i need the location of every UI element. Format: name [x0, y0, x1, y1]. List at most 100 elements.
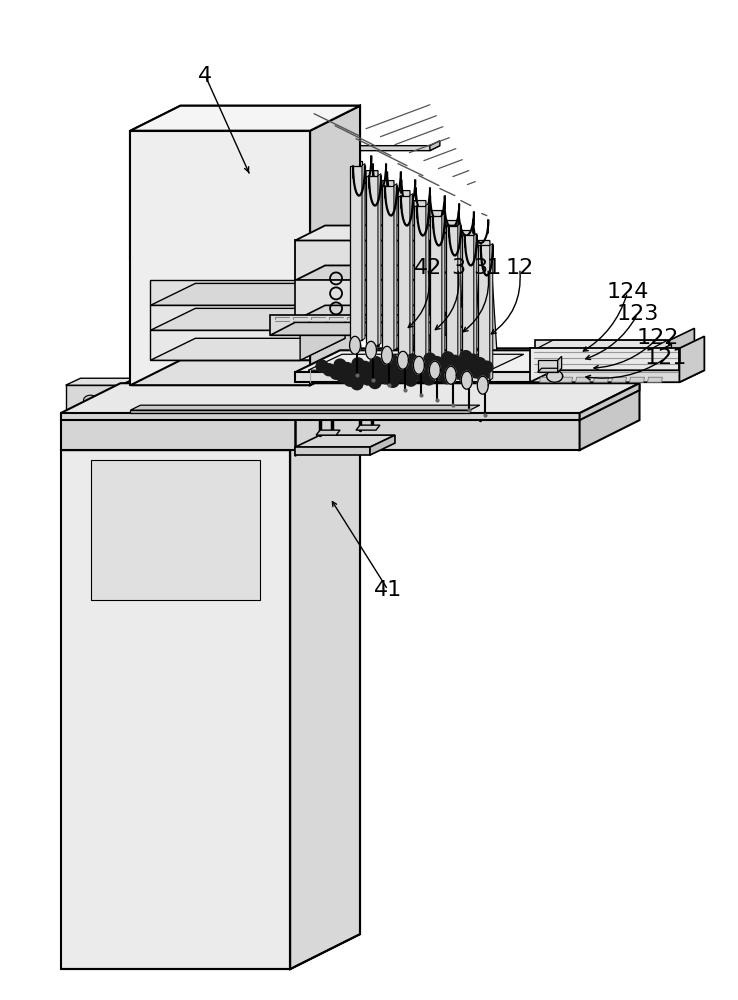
Polygon shape	[630, 377, 644, 382]
Circle shape	[441, 366, 453, 379]
Circle shape	[365, 372, 377, 385]
Polygon shape	[438, 399, 441, 403]
Polygon shape	[593, 376, 607, 380]
Circle shape	[431, 357, 443, 369]
Circle shape	[384, 371, 396, 384]
Circle shape	[409, 366, 421, 378]
Polygon shape	[539, 377, 555, 382]
Polygon shape	[398, 351, 408, 369]
Circle shape	[434, 368, 446, 380]
Polygon shape	[131, 131, 310, 260]
Circle shape	[474, 358, 486, 370]
Polygon shape	[417, 360, 427, 376]
Circle shape	[340, 360, 354, 373]
Polygon shape	[131, 360, 360, 385]
Polygon shape	[270, 322, 470, 335]
Polygon shape	[120, 378, 136, 415]
Circle shape	[460, 351, 472, 363]
Circle shape	[314, 358, 327, 371]
Polygon shape	[410, 194, 413, 355]
Polygon shape	[458, 224, 461, 370]
Circle shape	[467, 354, 479, 366]
Polygon shape	[453, 386, 459, 404]
Circle shape	[373, 376, 385, 389]
Circle shape	[452, 367, 463, 379]
Text: 42: 42	[414, 258, 442, 278]
Polygon shape	[466, 375, 476, 391]
Circle shape	[373, 368, 385, 380]
Polygon shape	[115, 407, 460, 412]
Circle shape	[348, 366, 360, 378]
Polygon shape	[446, 226, 458, 370]
Polygon shape	[371, 379, 376, 383]
Polygon shape	[612, 377, 627, 382]
Circle shape	[362, 373, 374, 385]
Text: 41: 41	[374, 580, 402, 600]
Circle shape	[369, 377, 381, 389]
Circle shape	[445, 364, 457, 376]
Polygon shape	[576, 377, 590, 382]
Polygon shape	[350, 166, 362, 340]
Text: 31: 31	[474, 258, 502, 278]
Text: 121: 121	[644, 348, 686, 368]
Polygon shape	[83, 395, 97, 405]
Circle shape	[330, 367, 342, 379]
Circle shape	[402, 369, 415, 382]
Polygon shape	[539, 370, 640, 376]
Circle shape	[470, 359, 483, 372]
Polygon shape	[610, 376, 624, 380]
Polygon shape	[535, 368, 694, 380]
Polygon shape	[579, 385, 640, 450]
Polygon shape	[295, 305, 460, 320]
Circle shape	[398, 356, 410, 369]
Text: 123: 123	[616, 304, 659, 324]
Circle shape	[452, 361, 464, 374]
Polygon shape	[647, 344, 672, 364]
Circle shape	[333, 356, 345, 369]
Polygon shape	[131, 260, 310, 320]
Polygon shape	[445, 302, 470, 335]
Polygon shape	[388, 384, 392, 388]
Polygon shape	[131, 106, 360, 131]
Polygon shape	[430, 265, 460, 320]
Polygon shape	[627, 376, 641, 380]
Circle shape	[466, 346, 478, 359]
Polygon shape	[290, 415, 360, 969]
Polygon shape	[131, 405, 480, 410]
Polygon shape	[535, 340, 669, 380]
Circle shape	[438, 360, 450, 372]
Polygon shape	[430, 211, 448, 371]
Polygon shape	[647, 377, 663, 382]
Circle shape	[427, 365, 439, 377]
Polygon shape	[365, 341, 376, 359]
Polygon shape	[421, 394, 425, 398]
Polygon shape	[469, 391, 475, 409]
Polygon shape	[387, 366, 393, 384]
Circle shape	[316, 360, 328, 372]
Circle shape	[480, 361, 493, 373]
Polygon shape	[436, 381, 442, 399]
Polygon shape	[394, 184, 397, 350]
Circle shape	[384, 364, 396, 376]
Polygon shape	[530, 348, 680, 382]
Circle shape	[398, 371, 410, 383]
Polygon shape	[584, 372, 599, 376]
Polygon shape	[119, 404, 170, 407]
Polygon shape	[300, 308, 345, 360]
Polygon shape	[295, 280, 430, 320]
Circle shape	[463, 362, 475, 374]
Polygon shape	[476, 415, 500, 420]
Polygon shape	[565, 372, 581, 376]
Circle shape	[408, 350, 421, 363]
Circle shape	[402, 362, 414, 374]
Polygon shape	[413, 356, 424, 374]
Polygon shape	[382, 186, 394, 350]
Polygon shape	[414, 206, 426, 360]
Polygon shape	[404, 389, 408, 393]
Circle shape	[410, 373, 424, 386]
Polygon shape	[430, 361, 441, 379]
Circle shape	[395, 359, 407, 371]
Polygon shape	[316, 430, 340, 435]
Circle shape	[387, 375, 399, 387]
Polygon shape	[590, 350, 635, 382]
